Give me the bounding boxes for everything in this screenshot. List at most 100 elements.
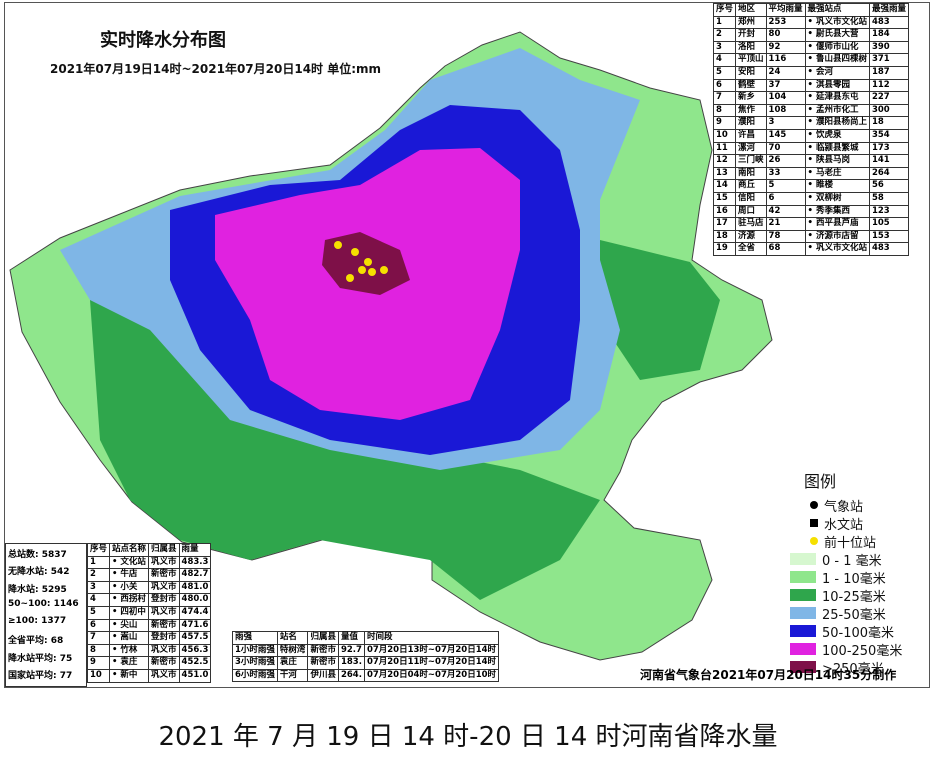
cell: 7 bbox=[712, 91, 737, 105]
stat-value: 68 bbox=[50, 636, 64, 647]
cell: 周口 bbox=[735, 204, 767, 219]
stat-row: 降水站平均: 75 bbox=[8, 651, 84, 668]
legend-entry: 0 - 1 毫米 bbox=[790, 550, 902, 569]
cell: 袁庄 bbox=[109, 656, 150, 670]
row: 5四初中巩义市474.4 bbox=[86, 605, 212, 620]
row: 14商丘5睢楼56 bbox=[712, 179, 909, 193]
row: 7新乡104延津县东屯227 bbox=[712, 91, 909, 105]
cell: 巩义市 bbox=[148, 580, 180, 595]
legend-label: 10-25毫米 bbox=[822, 589, 886, 605]
cell: 183. bbox=[337, 656, 365, 670]
cell: 西平县芦庙 bbox=[804, 217, 870, 231]
cell: 3 bbox=[765, 116, 806, 130]
header-cell: 最强站点 bbox=[804, 3, 870, 17]
cell: 平顶山 bbox=[735, 53, 767, 67]
cell: 巩义市文化站 bbox=[804, 242, 870, 256]
map-title: 实时降水分布图 bbox=[100, 30, 226, 51]
legend-label: 1 - 10毫米 bbox=[822, 571, 886, 587]
cell: 秀季集西 bbox=[804, 204, 870, 219]
row: 11漯河70临颍县繁城173 bbox=[712, 141, 909, 156]
legend-entry: 1 - 10毫米 bbox=[790, 568, 902, 587]
legend-entry: 100-250毫米 bbox=[790, 640, 903, 659]
map-frame bbox=[4, 2, 930, 688]
row: 2开封80尉氏县大营184 bbox=[712, 28, 909, 42]
cell: 洛阳 bbox=[735, 40, 767, 55]
cell: 141 bbox=[868, 154, 909, 168]
cell: 驻马店 bbox=[735, 217, 767, 231]
cell: 焦作 bbox=[735, 103, 767, 118]
legend-label: 100-250毫米 bbox=[822, 643, 903, 659]
stat-value: 1146 bbox=[53, 598, 79, 609]
header-cell: 站名 bbox=[276, 631, 309, 645]
row: 12三门峡26陕县马岗141 bbox=[712, 154, 909, 168]
stat-value: 542 bbox=[50, 567, 70, 578]
cell: 7 bbox=[86, 631, 111, 645]
stat-value: 1377 bbox=[41, 616, 67, 627]
cell: 80 bbox=[765, 28, 806, 42]
cell: 商丘 bbox=[735, 179, 767, 193]
cell: 3 bbox=[712, 40, 737, 55]
stat-label: 全省平均: bbox=[8, 636, 48, 647]
cell: 56 bbox=[868, 179, 909, 193]
cell: 123 bbox=[868, 204, 909, 219]
cell: 10 bbox=[712, 128, 737, 143]
cell: 新密市 bbox=[307, 656, 339, 670]
cell: 12 bbox=[712, 154, 737, 168]
header-cell: 序号 bbox=[712, 3, 737, 17]
cell: 10 bbox=[86, 668, 111, 683]
stat-label: 国家站平均: bbox=[8, 671, 57, 682]
cell: 8 bbox=[712, 103, 737, 118]
legend-swatch bbox=[790, 589, 816, 601]
cell: 4 bbox=[86, 593, 111, 607]
cell: 临颍县繁城 bbox=[804, 141, 870, 156]
cell: 33 bbox=[765, 166, 806, 181]
legend-label: 50-100毫米 bbox=[822, 625, 895, 641]
cell: 116 bbox=[765, 53, 806, 67]
cell: 5 bbox=[765, 179, 806, 193]
cell: 18 bbox=[712, 229, 737, 244]
cell: 300 bbox=[868, 103, 909, 118]
row: 5安阳24会河187 bbox=[712, 65, 909, 80]
cell: 3小时雨强 bbox=[232, 656, 278, 670]
cell: 陕县马岗 bbox=[804, 154, 870, 168]
cell: 信阳 bbox=[735, 191, 767, 206]
stat-row: 降水站: 5295 bbox=[8, 582, 84, 599]
cell: 6 bbox=[86, 618, 111, 633]
legend-label: 气象站 bbox=[824, 499, 864, 515]
top-stations bbox=[334, 241, 388, 282]
header-row: 序号 地区 平均雨量 最强站点 最强雨量 bbox=[712, 3, 909, 17]
cell: 睢楼 bbox=[804, 179, 870, 193]
stat-label: ≥100: bbox=[8, 616, 38, 627]
cell: 2 bbox=[86, 568, 111, 582]
row: 15信阳6双柳树58 bbox=[712, 191, 909, 206]
legend-swatch bbox=[790, 625, 816, 637]
row: 1文化站巩义市483.3 bbox=[86, 555, 212, 570]
cell: 新乡 bbox=[735, 91, 767, 105]
row: 7嵩山登封市457.5 bbox=[86, 631, 212, 645]
cell: 鹤壁 bbox=[735, 78, 767, 93]
cell: 104 bbox=[765, 91, 806, 105]
green-zone bbox=[90, 240, 720, 600]
cell: 19 bbox=[712, 242, 737, 256]
header-row: 序号 站点名称 归属县 雨量 bbox=[86, 543, 212, 557]
row: 6尖山新密市471.6 bbox=[86, 618, 212, 633]
header-cell: 雨强 bbox=[232, 631, 278, 645]
cell: 1 bbox=[712, 15, 737, 30]
cell: 482.7 bbox=[178, 568, 212, 582]
row: 2牛店新密市482.7 bbox=[86, 568, 212, 582]
legend-swatch bbox=[790, 553, 816, 565]
header-cell: 归属县 bbox=[307, 631, 339, 645]
row: 10许昌145饮虎泉354 bbox=[712, 128, 909, 143]
credit: 河南省气象台2021年07月20日14时35分制作 bbox=[640, 668, 897, 682]
cell: 105 bbox=[868, 217, 909, 231]
cell: 1 bbox=[86, 555, 111, 570]
cell: 70 bbox=[765, 141, 806, 156]
cell: 2 bbox=[712, 28, 737, 42]
legend-label: >250毫米 bbox=[822, 661, 884, 677]
map-subtitle: 2021年07月19日14时~2021年07月20日14时 单位:mm bbox=[50, 62, 382, 76]
cell: 巩义市 bbox=[148, 555, 180, 570]
legend-swatch bbox=[790, 643, 816, 655]
cell: 264. bbox=[337, 668, 365, 683]
cell: 153 bbox=[868, 229, 909, 244]
top10-table: 序号站点名称归属县雨量1文化站巩义市483.32牛店新密市482.73小关巩义市… bbox=[86, 543, 212, 683]
